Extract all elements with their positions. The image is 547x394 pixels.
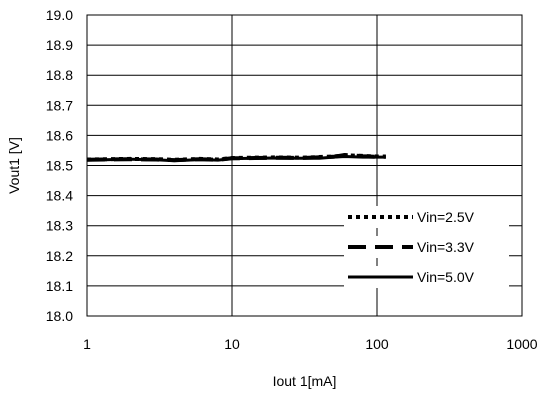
legend-item-bg xyxy=(344,266,509,288)
series-group xyxy=(86,153,386,163)
y-tick-label: 18.2 xyxy=(46,248,73,264)
series-line-3 xyxy=(86,155,386,163)
y-tick-label: 19.0 xyxy=(46,7,73,23)
legend: Vin=2.5V Vin=3.3V Vin=5.0V xyxy=(344,206,509,288)
x-tick-label: 100 xyxy=(365,336,389,352)
legend-label-1: Vin=2.5V xyxy=(417,209,475,225)
y-axis-label: Vout1 [V] xyxy=(6,137,22,194)
y-tick-label: 18.4 xyxy=(46,188,73,204)
x-tick-labels: 1 10 100 1000 xyxy=(83,336,538,352)
legend-item-bg xyxy=(344,236,509,258)
y-tick-label: 18.5 xyxy=(46,158,73,174)
x-axis-label: Iout 1[mA] xyxy=(273,373,337,389)
y-tick-labels: 19.0 18.9 18.8 18.7 18.6 18.5 18.4 18.3 18.2 18.1… xyxy=(46,7,73,324)
y-tick-label: 18.9 xyxy=(46,37,73,53)
y-tick-label: 18.0 xyxy=(46,308,73,324)
y-tick-label: 18.8 xyxy=(46,67,73,83)
plot-frame xyxy=(86,14,523,317)
legend-item-bg xyxy=(344,206,509,228)
y-tick-label: 18.3 xyxy=(46,218,73,234)
y-tick-label: 18.1 xyxy=(46,278,73,294)
x-tick-label: 10 xyxy=(224,336,240,352)
legend-label-2: Vin=3.3V xyxy=(417,239,475,255)
x-tick-label: 1 xyxy=(83,336,91,352)
y-tick-label: 18.7 xyxy=(46,97,73,113)
legend-label-3: Vin=5.0V xyxy=(417,269,475,285)
y-tick-label: 18.6 xyxy=(46,127,73,143)
x-tick-label: 1000 xyxy=(506,336,537,352)
